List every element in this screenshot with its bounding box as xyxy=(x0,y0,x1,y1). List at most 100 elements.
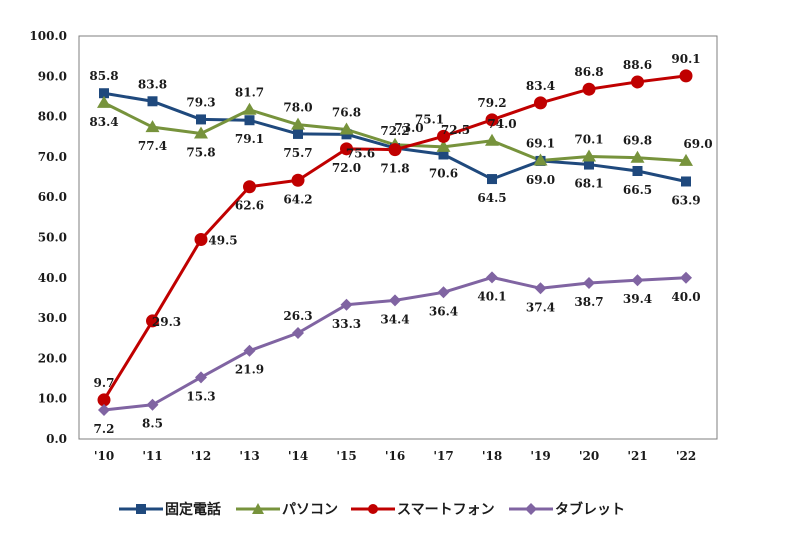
data-point-triangle xyxy=(630,150,645,163)
data-label: 66.5 xyxy=(623,183,652,197)
x-tick-label: '19 xyxy=(530,449,550,463)
data-point-diamond xyxy=(340,298,353,311)
data-label: 36.4 xyxy=(429,304,458,318)
data-label: 88.6 xyxy=(623,58,652,72)
data-label: 77.4 xyxy=(138,139,167,153)
x-tick-label: '10 xyxy=(94,449,114,463)
data-label: 75.8 xyxy=(186,146,215,160)
data-point-triangle xyxy=(97,95,111,108)
data-point-square xyxy=(487,174,497,185)
data-point-square xyxy=(681,176,691,187)
data-point-square xyxy=(99,88,109,99)
data-point-circle xyxy=(582,82,596,96)
x-tick-label: '20 xyxy=(579,449,599,463)
legend-label: 固定電話 xyxy=(165,502,221,518)
data-point-diamond xyxy=(534,282,547,295)
data-point-circle xyxy=(679,69,693,83)
y-tick-label: 80.0 xyxy=(38,110,67,124)
data-label: 70.1 xyxy=(574,132,603,146)
y-tick-label: 0.0 xyxy=(46,432,67,446)
data-label: 75.6 xyxy=(346,146,375,160)
data-point-circle xyxy=(485,113,499,127)
data-point-square xyxy=(293,128,303,139)
data-label: 90.1 xyxy=(671,52,700,66)
y-tick-label: 20.0 xyxy=(38,351,67,365)
y-tick-label: 10.0 xyxy=(38,392,67,406)
data-label: 75.7 xyxy=(283,146,312,160)
y-tick-label: 70.0 xyxy=(38,150,67,164)
line-chart: 0.0 10.0 20.0 30.0 40.0 50.0 60.0 70.0 80.0 90.0 1… xyxy=(29,29,718,463)
diamond-marker-icon xyxy=(509,503,553,515)
legend-item-tablet: タブレット xyxy=(509,496,625,522)
triangle-marker-icon xyxy=(236,503,280,514)
data-label: 72.5 xyxy=(441,123,470,137)
data-point-circle xyxy=(291,173,305,187)
data-point-diamond xyxy=(389,294,401,307)
legend-item-pc: パソコン xyxy=(236,496,338,522)
data-label: 83.8 xyxy=(138,77,167,91)
data-label: 26.3 xyxy=(283,309,312,323)
data-label: 33.3 xyxy=(332,317,361,331)
legend-label: スマートフォン xyxy=(397,502,495,518)
x-tick-label: '12 xyxy=(191,449,211,463)
data-label: 63.9 xyxy=(671,193,700,207)
data-label: 15.3 xyxy=(186,389,215,403)
data-label: 69.8 xyxy=(623,134,652,148)
data-point-triangle xyxy=(679,153,693,166)
y-tick-label: 90.0 xyxy=(38,69,67,83)
data-label: 70.6 xyxy=(429,166,458,180)
data-label: 49.5 xyxy=(208,234,237,248)
data-label: 39.4 xyxy=(623,292,652,306)
legend-label: パソコン xyxy=(282,502,338,518)
x-tick-label: '21 xyxy=(627,449,647,463)
x-tick-label: '16 xyxy=(385,449,405,463)
data-point-circle xyxy=(437,129,450,143)
data-point-diamond xyxy=(486,271,498,284)
data-point-diamond xyxy=(195,371,207,384)
data-label: 71.8 xyxy=(380,162,409,176)
data-label: 79.1 xyxy=(235,132,264,146)
series-markers xyxy=(97,69,693,416)
data-label: 79.2 xyxy=(477,96,506,110)
x-tick-label: '15 xyxy=(336,449,356,463)
data-label: 38.7 xyxy=(574,295,603,309)
data-label: 75.1 xyxy=(415,112,444,126)
data-label: 8.5 xyxy=(142,417,163,431)
data-label: 72.0 xyxy=(332,161,361,175)
data-point-square xyxy=(147,96,158,107)
data-label: 29.3 xyxy=(152,315,181,329)
data-label: 73.0 xyxy=(394,121,423,135)
data-point-diamond xyxy=(292,327,304,340)
circle-marker-icon xyxy=(351,504,395,514)
data-label: 76.8 xyxy=(332,105,361,119)
legend-item-smartphone: スマートフォン xyxy=(351,496,495,522)
square-marker-icon xyxy=(119,504,163,514)
data-label: 34.4 xyxy=(380,312,409,326)
data-label: 9.7 xyxy=(94,376,115,390)
y-tick-label: 100.0 xyxy=(29,29,67,43)
data-label: 86.8 xyxy=(574,65,603,79)
data-label: 74.0 xyxy=(487,117,516,131)
data-point-square xyxy=(632,166,643,177)
data-point-circle xyxy=(194,233,208,247)
data-label: 83.4 xyxy=(526,79,555,93)
data-point-triangle xyxy=(145,120,160,133)
data-point-triangle xyxy=(339,122,354,135)
data-point-diamond xyxy=(583,277,595,290)
x-tick-label: '11 xyxy=(142,449,162,463)
y-tick-label: 60.0 xyxy=(38,190,67,204)
data-point-diamond xyxy=(243,344,256,357)
data-point-triangle xyxy=(242,102,257,115)
data-point-circle xyxy=(340,142,353,156)
data-point-diamond xyxy=(631,274,644,287)
data-label: 37.4 xyxy=(526,300,555,314)
data-label: 79.3 xyxy=(186,95,215,109)
data-label: 69.0 xyxy=(683,137,712,151)
data-point-triangle xyxy=(485,133,499,146)
data-point-triangle xyxy=(582,149,596,162)
data-point-diamond xyxy=(437,286,450,299)
data-labels: 85.8 83.8 79.3 79.1 75.7 75.6 72.2 70.6 64.5 69.0… xyxy=(89,52,712,436)
legend: 固定電話 パソコン スマートフォン タブレット xyxy=(0,496,793,522)
data-point-triangle xyxy=(194,126,208,139)
data-label: 7.2 xyxy=(94,422,115,436)
